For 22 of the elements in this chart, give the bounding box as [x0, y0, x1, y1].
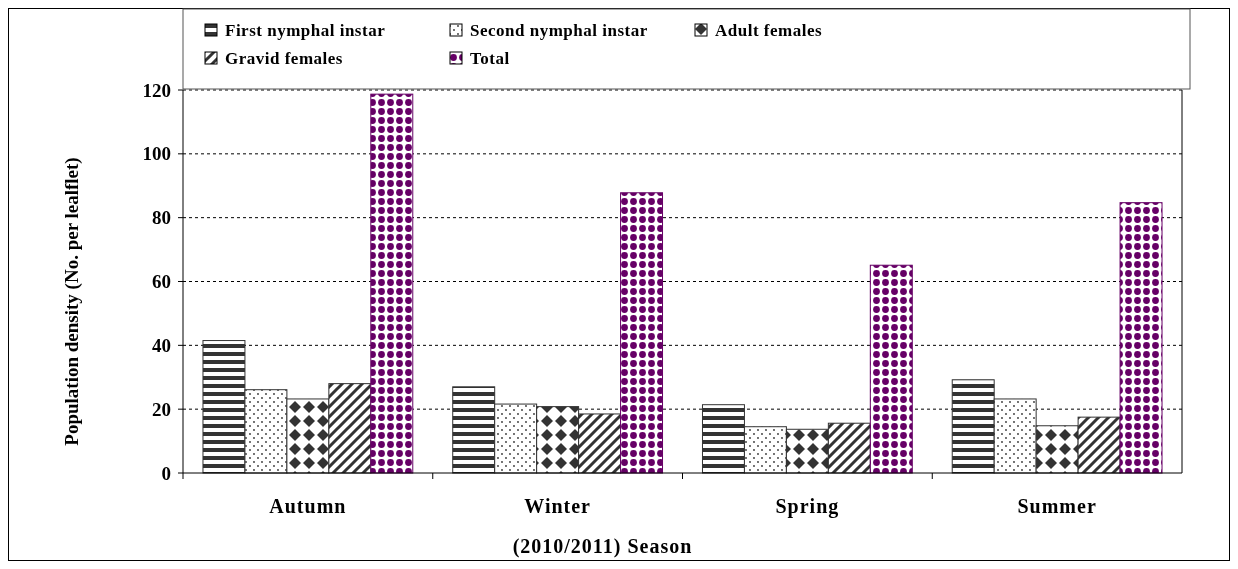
- bar: [1119, 202, 1163, 474]
- y-tick-label: 80: [152, 207, 171, 229]
- legend-label: First nymphal instar: [225, 20, 386, 40]
- y-tick-label: 0: [161, 462, 171, 484]
- y-tick-label: 60: [152, 271, 171, 293]
- x-tick-label: Spring: [775, 495, 840, 518]
- y-axis-title: Population density (No. per lealflet): [61, 157, 83, 446]
- x-axis-title: (2010/2011) Season: [512, 535, 693, 558]
- x-tick-label: Autumn: [269, 495, 347, 517]
- legend-label: Second nymphal instar: [470, 20, 648, 40]
- legend-label: Gravid females: [225, 48, 343, 68]
- bar: [370, 93, 414, 474]
- legend-label: Total: [470, 48, 510, 68]
- legend-label: Adult females: [715, 20, 823, 40]
- y-tick-label: 120: [142, 79, 171, 101]
- y-tick-label: 20: [152, 398, 171, 420]
- y-tick-label: 40: [152, 334, 171, 356]
- bar: [620, 192, 664, 474]
- x-tick-label: Winter: [524, 495, 591, 517]
- y-tick-label: 100: [142, 143, 171, 165]
- x-tick-label: Summer: [1017, 495, 1097, 517]
- bar: [869, 264, 913, 474]
